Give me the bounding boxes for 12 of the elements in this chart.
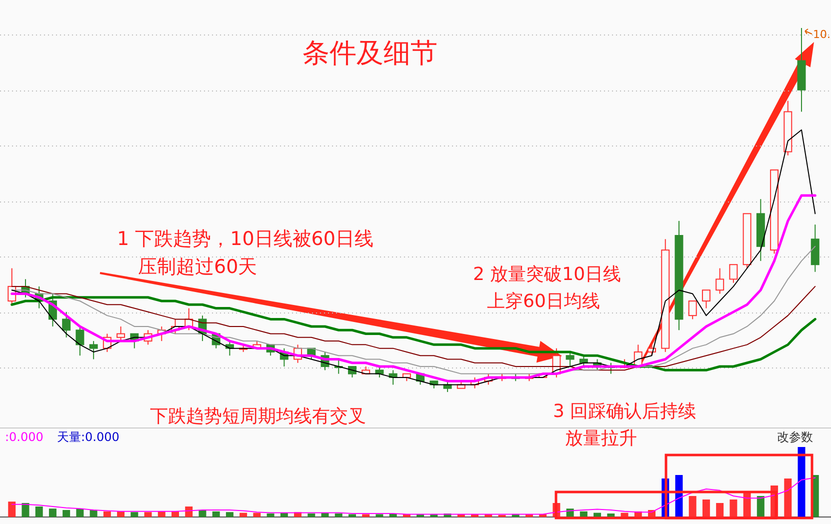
text: 下跌趋势短周期均线有交叉 [150, 406, 366, 427]
text: 天量:0.000 [57, 430, 120, 444]
annotation: 10. [813, 28, 830, 41]
annotation: 压制超过60天 [138, 256, 258, 278]
annotation: 上穿60日均线 [487, 291, 600, 312]
chart-title: 条件及细节 [302, 38, 438, 69]
text: 3 回踩确认后持续 [553, 401, 696, 422]
annotation: 1 下跌趋势，10日线被60日线 [117, 228, 374, 250]
text: 改参数 [777, 430, 813, 444]
annotation: 放量拉升 [565, 428, 637, 449]
text: :0.000 [5, 430, 44, 444]
annotation: 2 放量突破10日线 [473, 264, 622, 285]
